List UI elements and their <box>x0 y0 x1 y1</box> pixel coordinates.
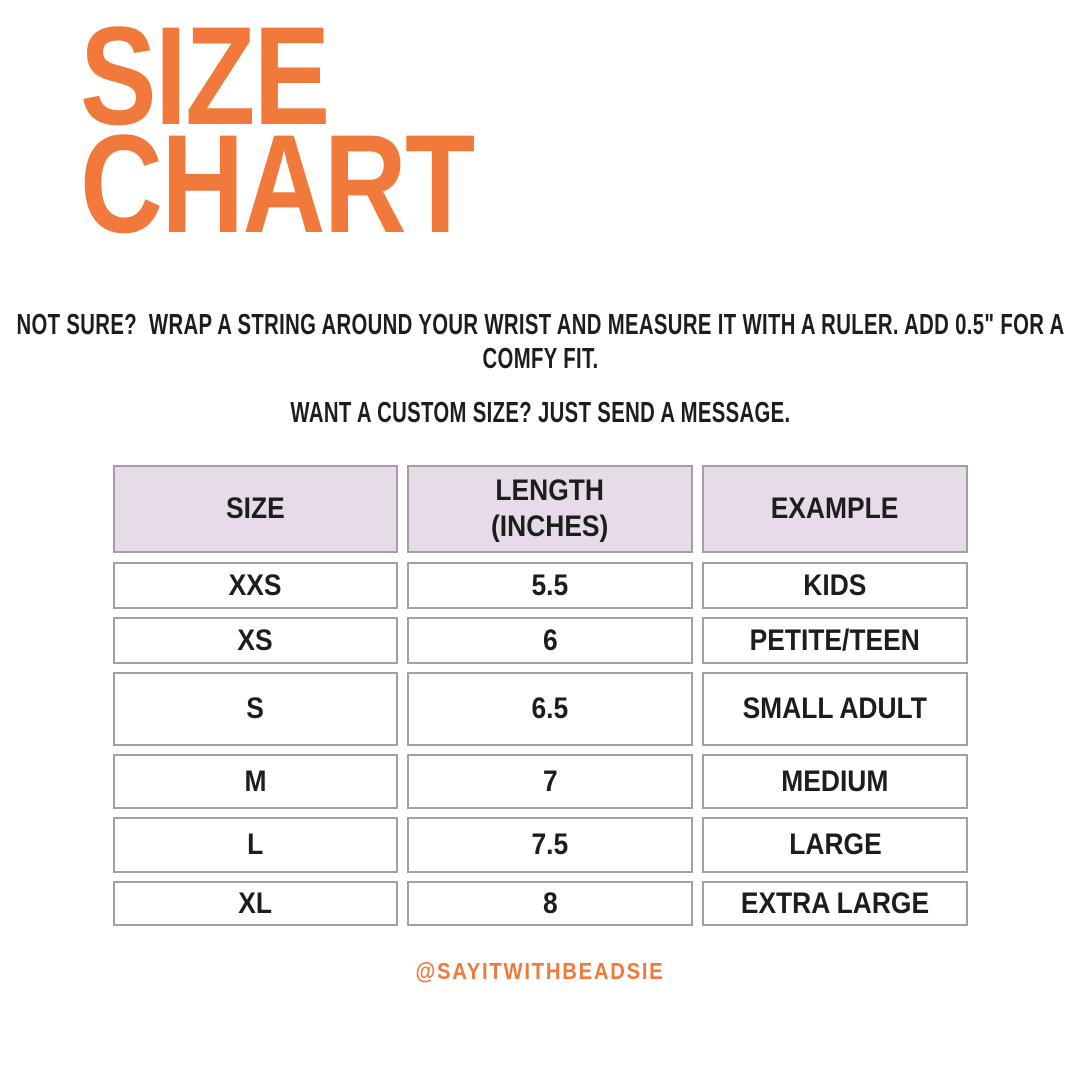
cell-size: S <box>113 672 398 746</box>
table-header-row: SIZE LENGTH (INCHES) EXAMPLE <box>113 465 968 553</box>
brand-handle: @SAYITWITHBEADSIE <box>415 958 665 984</box>
header-example-label: EXAMPLE <box>771 492 899 525</box>
size-value: L <box>247 828 264 861</box>
cell-size: XS <box>113 617 398 664</box>
cell-example: EXTRA LARGE <box>702 881 968 926</box>
cell-size: M <box>113 754 398 809</box>
example-value: MEDIUM <box>781 764 889 798</box>
size-value: XXS <box>229 568 282 602</box>
page-title: SIZE CHART <box>80 0 560 262</box>
table-row-xxs: XXS 5.5 KIDS <box>113 562 968 609</box>
cell-example: LARGE <box>702 817 968 873</box>
custom-size-note: WANT A CUSTOM SIZE? JUST SEND A MESSAGE. <box>289 397 791 429</box>
cell-example: KIDS <box>702 562 968 609</box>
example-value: PETITE/TEEN <box>749 623 921 657</box>
size-value: XS <box>237 623 274 657</box>
cell-length: 6.5 <box>407 672 693 746</box>
size-value: XL <box>238 886 273 920</box>
header-length-unit-label: (INCHES) <box>491 510 609 543</box>
cell-size: L <box>113 817 398 873</box>
length-value: 6.5 <box>531 692 569 725</box>
header-cell-size: SIZE <box>113 465 398 553</box>
notes-section: NOT SURE? WRAP A STRING AROUND YOUR WRIS… <box>0 308 1080 430</box>
example-value: LARGE <box>788 828 882 861</box>
header-size-label: SIZE <box>226 492 285 525</box>
example-value: KIDS <box>803 568 867 602</box>
cell-length: 5.5 <box>407 562 693 609</box>
measure-note: NOT SURE? WRAP A STRING AROUND YOUR WRIS… <box>0 308 1080 376</box>
length-value: 8 <box>542 886 558 920</box>
cell-size: XL <box>113 881 398 926</box>
cell-example: SMALL ADULT <box>702 672 968 746</box>
cell-example: MEDIUM <box>702 754 968 809</box>
header-cell-example: EXAMPLE <box>702 465 968 553</box>
title-line-2: CHART <box>80 105 475 262</box>
cell-length: 7.5 <box>407 817 693 873</box>
table-row-s: S 6.5 SMALL ADULT <box>113 672 968 746</box>
example-value: EXTRA LARGE <box>740 886 930 920</box>
cell-size: XXS <box>113 562 398 609</box>
size-table: SIZE LENGTH (INCHES) EXAMPLE XXS 5.5 KID… <box>113 465 968 934</box>
cell-length: 6 <box>407 617 693 664</box>
header-cell-length: LENGTH (INCHES) <box>407 465 693 553</box>
table-row-m: M 7 MEDIUM <box>113 754 968 809</box>
size-value: M <box>244 764 267 798</box>
table-row-xs: XS 6 PETITE/TEEN <box>113 617 968 664</box>
table-row-xl: XL 8 EXTRA LARGE <box>113 881 968 926</box>
title-line-1: SIZE <box>80 0 330 154</box>
cell-example: PETITE/TEEN <box>702 617 968 664</box>
example-value: SMALL ADULT <box>742 692 928 725</box>
cell-length: 8 <box>407 881 693 926</box>
length-value: 7 <box>542 764 558 798</box>
cell-length: 7 <box>407 754 693 809</box>
header-length-label: LENGTH <box>495 474 605 507</box>
measure-note-line-1: NOT SURE? WRAP A STRING AROUND YOUR WRIS… <box>16 309 1064 341</box>
length-value: 6 <box>542 623 558 657</box>
length-value: 5.5 <box>531 568 569 602</box>
length-value: 7.5 <box>531 828 569 861</box>
measure-note-line-2: COMFY FIT. <box>482 343 598 375</box>
size-value: S <box>246 692 265 725</box>
table-row-l: L 7.5 LARGE <box>113 817 968 873</box>
